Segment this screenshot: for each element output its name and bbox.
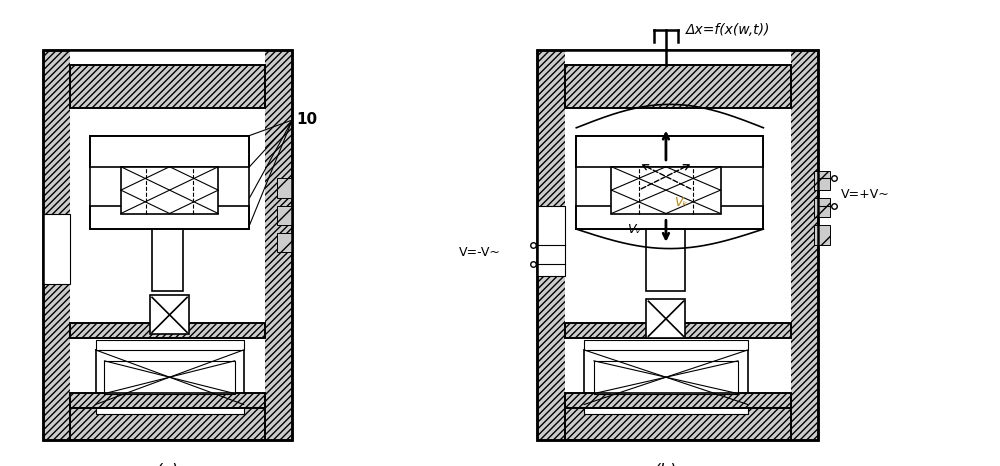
Bar	[70, 50, 265, 439]
Bar	[70, 408, 265, 439]
Bar	[611, 167, 721, 213]
Bar	[537, 50, 818, 439]
Bar	[584, 350, 748, 404]
Bar	[594, 361, 738, 394]
Bar	[70, 393, 265, 408]
Bar	[814, 198, 830, 218]
Bar	[90, 136, 249, 167]
Bar	[565, 408, 791, 439]
Bar	[90, 136, 249, 229]
Bar	[70, 65, 265, 108]
Bar	[565, 322, 791, 338]
Bar	[814, 171, 830, 190]
Bar	[646, 299, 685, 338]
Bar	[565, 65, 791, 108]
Bar	[70, 322, 265, 338]
Bar	[96, 404, 244, 414]
Bar	[70, 108, 265, 155]
Text: 10: 10	[296, 112, 317, 128]
Bar	[565, 50, 791, 439]
Bar	[537, 50, 818, 439]
Bar	[565, 322, 791, 338]
Bar	[277, 178, 292, 198]
Bar	[576, 136, 763, 229]
Text: Δx=f(x(w,t)): Δx=f(x(w,t))	[685, 23, 770, 37]
Bar	[121, 167, 218, 213]
Bar	[565, 393, 791, 408]
Bar	[565, 408, 791, 439]
Bar	[43, 50, 292, 439]
Bar	[104, 361, 235, 394]
Bar	[537, 206, 565, 276]
Text: Vᵥ: Vᵥ	[627, 223, 641, 236]
Text: V=+V~: V=+V~	[841, 187, 890, 200]
Bar	[814, 225, 830, 245]
Bar	[576, 206, 763, 229]
Bar	[70, 393, 265, 408]
Bar	[277, 233, 292, 253]
Bar	[565, 393, 791, 408]
Bar	[70, 322, 265, 338]
Bar	[70, 408, 265, 439]
Bar	[96, 350, 244, 404]
Bar	[43, 213, 70, 284]
Bar	[277, 206, 292, 225]
Text: Vₖ: Vₖ	[674, 196, 688, 209]
Text: (b): (b)	[654, 463, 678, 466]
Bar	[152, 229, 183, 291]
Bar	[90, 136, 249, 167]
Bar	[150, 295, 189, 334]
Bar	[70, 65, 265, 108]
Bar	[565, 108, 791, 155]
Bar	[96, 340, 244, 350]
Bar	[576, 136, 763, 167]
Bar	[584, 404, 748, 414]
Bar	[90, 206, 249, 229]
Bar	[576, 206, 763, 229]
Bar	[584, 340, 748, 350]
Bar	[43, 50, 292, 439]
Bar	[90, 206, 249, 229]
Text: (a): (a)	[156, 463, 179, 466]
Bar	[565, 65, 791, 108]
Text: V=-V~: V=-V~	[459, 246, 501, 259]
Bar	[646, 229, 685, 291]
Bar	[576, 136, 763, 167]
